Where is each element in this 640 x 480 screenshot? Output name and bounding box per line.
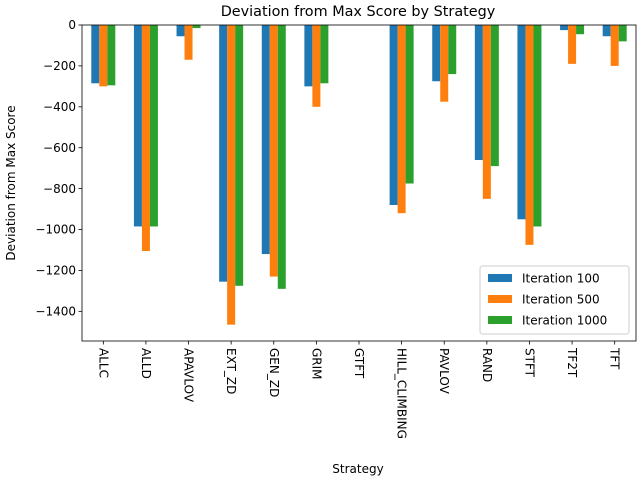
x-tick-label: STFT: [522, 348, 536, 378]
y-tick-label: −400: [43, 100, 76, 114]
bars-layer: [91, 25, 627, 325]
y-tick-label: 0: [68, 18, 76, 32]
x-tick-label: PAVLOV: [437, 348, 451, 395]
bar-hill-climbing-series-3: [405, 25, 414, 184]
legend-box: [479, 265, 630, 335]
bar-alld-series-1: [133, 25, 142, 227]
bar-tft-series-3: [618, 25, 627, 42]
y-tick-label: −1000: [35, 223, 76, 237]
x-tick-label: APAVLOV: [182, 348, 196, 403]
legend-swatch: [488, 316, 512, 324]
x-tick-label: ALLD: [139, 348, 153, 379]
y-axis-label: Deviation from Max Score: [4, 105, 18, 260]
x-tick-label: GTFT: [352, 348, 366, 379]
bar-rand-series-3: [490, 25, 499, 167]
bar-pavlov-series-3: [448, 25, 457, 75]
x-tick-label: GEN_ZD: [267, 348, 281, 397]
x-tick-label: HILL_CLIMBING: [395, 348, 409, 439]
bar-tft-series-1: [602, 25, 611, 37]
bar-grim-series-3: [320, 25, 329, 84]
bar-allc-series-2: [99, 25, 108, 87]
bar-hill-climbing-series-1: [389, 25, 398, 205]
bar-stft-series-2: [525, 25, 534, 245]
bar-pavlov-series-2: [440, 25, 449, 102]
y-tick-label: −600: [43, 141, 76, 155]
y-tick-label: −800: [43, 182, 76, 196]
legend-label: Iteration 100: [522, 272, 600, 286]
x-tick-label: TF2T: [565, 347, 579, 378]
y-tick-label: −1200: [35, 264, 76, 278]
bar-tf2t-series-3: [576, 25, 585, 35]
bar-alld-series-3: [149, 25, 158, 227]
bar-apavlov-series-1: [176, 25, 185, 37]
bar-hill-climbing-series-2: [397, 25, 406, 214]
bar-ext-zd-series-3: [235, 25, 244, 286]
bar-rand-series-2: [482, 25, 491, 199]
bar-rand-series-1: [474, 25, 483, 160]
chart-title: Deviation from Max Score by Strategy: [221, 4, 496, 20]
bar-gen-zd-series-3: [277, 25, 286, 289]
bar-pavlov-series-1: [432, 25, 441, 82]
y-tick-label: −200: [43, 59, 76, 73]
bar-allc-series-3: [107, 25, 116, 86]
bar-tf2t-series-2: [568, 25, 577, 64]
bar-ext-zd-series-2: [227, 25, 236, 325]
x-tick-label: EXT_ZD: [224, 348, 238, 394]
bar-apavlov-series-2: [184, 25, 193, 60]
bar-grim-series-2: [312, 25, 321, 107]
bar-stft-series-3: [533, 25, 542, 227]
bar-allc-series-1: [91, 25, 100, 84]
bar-gen-zd-series-2: [269, 25, 278, 277]
bar-alld-series-2: [141, 25, 150, 252]
axes-layer: 0 −200 −400 −600 −800 −1000 −1200 −1400 ALLC ALLD…: [35, 18, 637, 439]
bar-stft-series-1: [517, 25, 526, 220]
bar-ext-zd-series-1: [219, 25, 228, 282]
bar-gen-zd-series-1: [261, 25, 270, 255]
x-tick-label: TFT: [608, 347, 622, 370]
x-tick-label: RAND: [480, 348, 494, 382]
legend-label: Iteration 500: [522, 293, 600, 307]
x-tick-label: GRIM: [309, 348, 323, 380]
legend: Iteration 100 Iteration 500 Iteration 1000: [479, 265, 630, 335]
x-tick-label: ALLC: [96, 348, 110, 378]
bar-tft-series-2: [610, 25, 619, 66]
x-axis-label: Strategy: [332, 462, 383, 476]
y-tick-label: −1400: [35, 305, 76, 319]
bar-tf2t-series-1: [560, 25, 569, 31]
bar-grim-series-1: [304, 25, 313, 87]
legend-swatch: [488, 295, 512, 303]
legend-label: Iteration 1000: [522, 314, 607, 328]
legend-swatch: [488, 274, 512, 282]
bar-apavlov-series-3: [192, 25, 201, 29]
